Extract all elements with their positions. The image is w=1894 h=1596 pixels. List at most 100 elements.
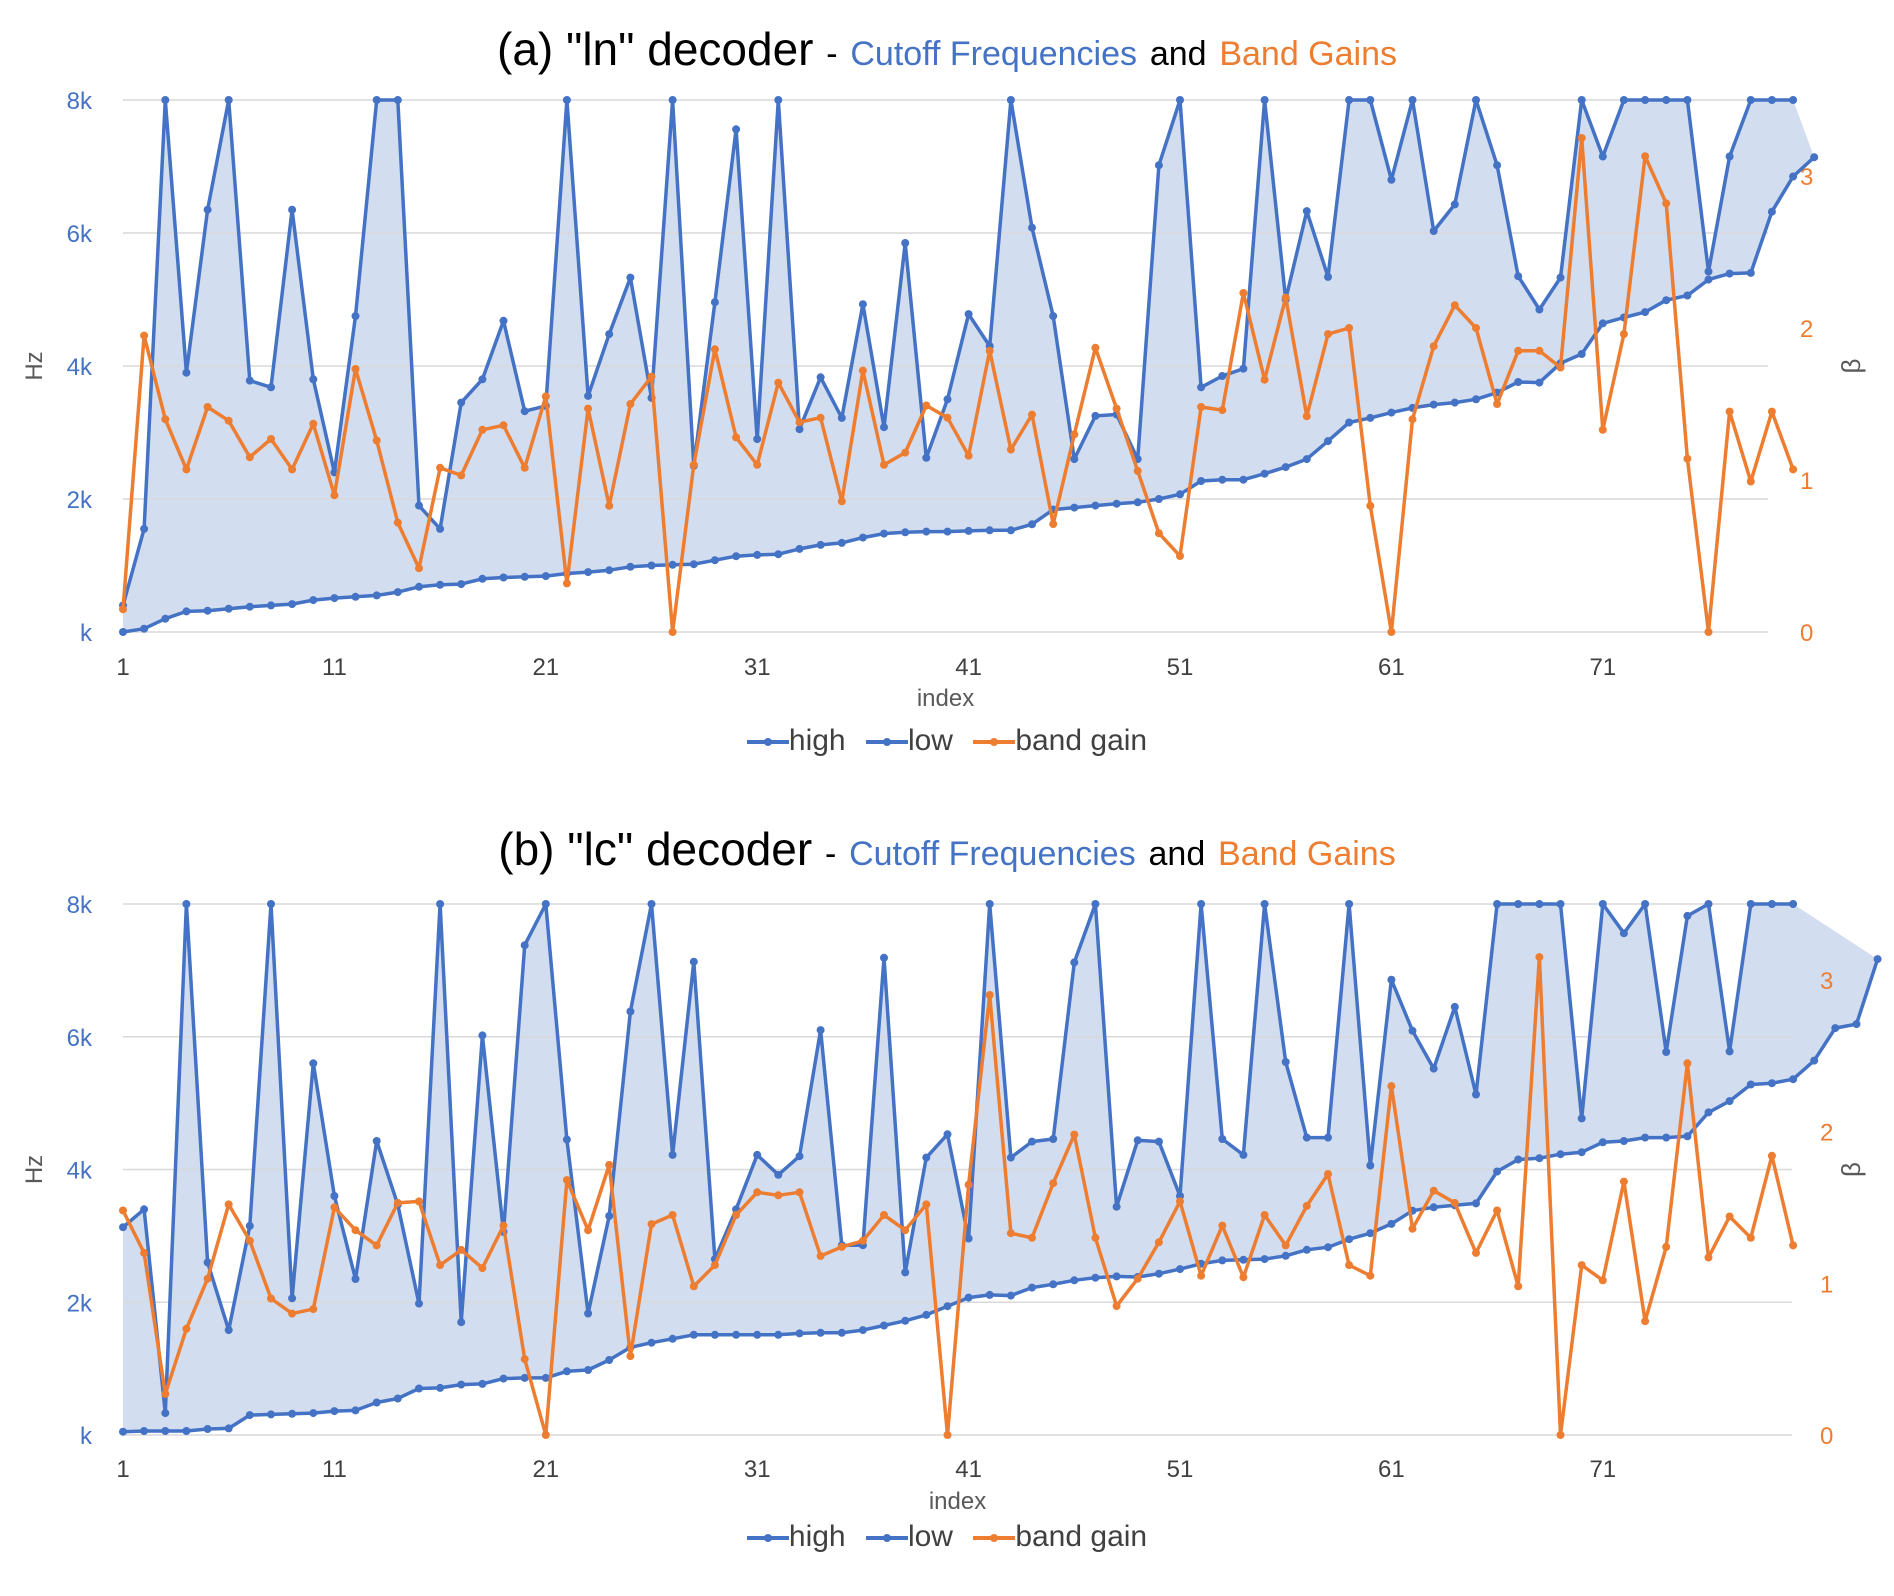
data-point-high bbox=[1619, 929, 1628, 938]
data-point-band-gain bbox=[1619, 1177, 1628, 1186]
y-axis-title: Hz bbox=[21, 1155, 48, 1184]
data-point-high bbox=[224, 1326, 233, 1335]
data-point-low bbox=[351, 592, 360, 601]
legend-swatch-low bbox=[865, 726, 908, 756]
title-main: (a) "ln" decoder bbox=[497, 23, 814, 75]
data-point-high bbox=[1070, 455, 1079, 464]
data-point-high bbox=[1535, 305, 1544, 314]
data-point-low bbox=[1789, 172, 1798, 181]
data-point-band-gain bbox=[1281, 1241, 1290, 1250]
data-point-high bbox=[1767, 900, 1776, 908]
data-point-high bbox=[415, 1299, 423, 1308]
data-point-band-gain bbox=[1345, 324, 1354, 332]
data-point-low bbox=[499, 573, 508, 582]
data-point-low bbox=[1472, 1199, 1480, 1208]
y2-tick-label: 1 bbox=[1820, 1271, 1833, 1298]
data-point-band-gain bbox=[415, 564, 423, 573]
data-point-low bbox=[1641, 1133, 1650, 1142]
data-point-low bbox=[795, 544, 804, 553]
data-point-low bbox=[1472, 395, 1480, 404]
data-point-high bbox=[1049, 1135, 1058, 1143]
data-point-band-gain bbox=[1049, 520, 1058, 529]
data-point-high bbox=[795, 1152, 804, 1161]
data-point-band-gain bbox=[224, 416, 233, 425]
chart-title: (b) "lc" decoder - Cutoff Frequencies an… bbox=[0, 822, 1894, 876]
data-point-low bbox=[880, 1321, 888, 1330]
data-point-low bbox=[1091, 501, 1100, 510]
data-point-high bbox=[1239, 364, 1248, 373]
data-point-high bbox=[1514, 900, 1523, 908]
data-point-high bbox=[267, 383, 275, 392]
data-point-low bbox=[1789, 1075, 1798, 1084]
data-point-band-gain bbox=[1746, 477, 1755, 486]
data-point-low bbox=[985, 526, 994, 535]
y-tick-label: 6k bbox=[67, 1025, 93, 1052]
data-point-band-gain bbox=[372, 436, 381, 445]
series-line-high bbox=[121, 98, 1794, 606]
data-point-high bbox=[478, 375, 487, 384]
data-point-band-gain bbox=[372, 1241, 381, 1250]
data-point-low bbox=[1429, 1203, 1438, 1212]
x-axis-title: index bbox=[929, 1488, 986, 1515]
data-point-band-gain bbox=[1514, 346, 1523, 355]
data-point-low bbox=[710, 1330, 719, 1339]
data-point-band-gain bbox=[182, 1324, 191, 1333]
data-point-high bbox=[1070, 958, 1079, 967]
data-point-low bbox=[943, 1302, 952, 1311]
data-point-band-gain bbox=[880, 1211, 888, 1219]
data-point-high bbox=[1176, 96, 1184, 104]
data-point-band-gain bbox=[1345, 1261, 1354, 1270]
data-point-low bbox=[1450, 398, 1459, 407]
data-point-band-gain bbox=[774, 1191, 783, 1200]
data-point-band-gain bbox=[1493, 1206, 1502, 1215]
data-point-low bbox=[880, 529, 888, 538]
data-point-band-gain bbox=[1789, 465, 1798, 474]
data-point-band-gain bbox=[415, 1197, 423, 1206]
data-point-low bbox=[1302, 1245, 1311, 1254]
y2-axis-title: β bbox=[1836, 359, 1866, 374]
data-point-low bbox=[372, 1398, 381, 1407]
y2-tick-label: 0 bbox=[1800, 620, 1813, 647]
data-point-band-gain bbox=[1619, 330, 1628, 339]
legend-band-gain: band gain bbox=[973, 723, 1147, 758]
data-point-low bbox=[689, 560, 698, 569]
data-point-band-gain bbox=[224, 1200, 233, 1209]
data-point-band-gain bbox=[541, 392, 550, 401]
data-point-low bbox=[1239, 1255, 1248, 1264]
data-point-low bbox=[1112, 1272, 1121, 1281]
data-point-low bbox=[1176, 1265, 1184, 1274]
data-point-low bbox=[1260, 1255, 1269, 1264]
data-point-band-gain bbox=[288, 465, 297, 474]
data-point-high bbox=[943, 1130, 952, 1139]
data-point-low bbox=[1197, 477, 1206, 485]
data-point-low bbox=[1767, 1079, 1776, 1088]
legend-label-low: low bbox=[907, 1519, 953, 1553]
data-point-low bbox=[161, 1427, 170, 1435]
data-point-band-gain bbox=[1133, 1274, 1142, 1283]
data-point-band-gain bbox=[203, 1274, 212, 1283]
data-point-band-gain bbox=[499, 421, 508, 430]
data-point-high bbox=[774, 96, 783, 104]
data-point-low bbox=[1683, 291, 1692, 300]
data-point-band-gain bbox=[478, 425, 487, 434]
chart-title: (a) "ln" decoder - Cutoff Frequencies an… bbox=[0, 22, 1894, 76]
data-point-high bbox=[795, 425, 804, 434]
data-point-high bbox=[288, 1294, 297, 1303]
data-point-high bbox=[1493, 900, 1502, 908]
data-point-band-gain bbox=[943, 413, 952, 422]
data-point-high bbox=[351, 1275, 360, 1283]
data-point-high bbox=[1493, 161, 1502, 170]
data-point-low bbox=[393, 588, 402, 597]
data-point-band-gain bbox=[1472, 1248, 1480, 1257]
data-point-band-gain bbox=[1218, 1221, 1227, 1230]
data-point-band-gain bbox=[1472, 324, 1480, 332]
data-point-high bbox=[140, 1205, 149, 1214]
data-point-low bbox=[605, 566, 614, 575]
data-point-band-gain bbox=[309, 1305, 318, 1314]
data-point-high bbox=[245, 376, 254, 385]
data-point-band-gain bbox=[1133, 466, 1142, 475]
data-point-band-gain bbox=[1767, 1151, 1776, 1160]
data-point-band-gain bbox=[858, 366, 867, 375]
data-point-low bbox=[478, 574, 487, 583]
data-point-band-gain bbox=[1049, 1179, 1058, 1188]
